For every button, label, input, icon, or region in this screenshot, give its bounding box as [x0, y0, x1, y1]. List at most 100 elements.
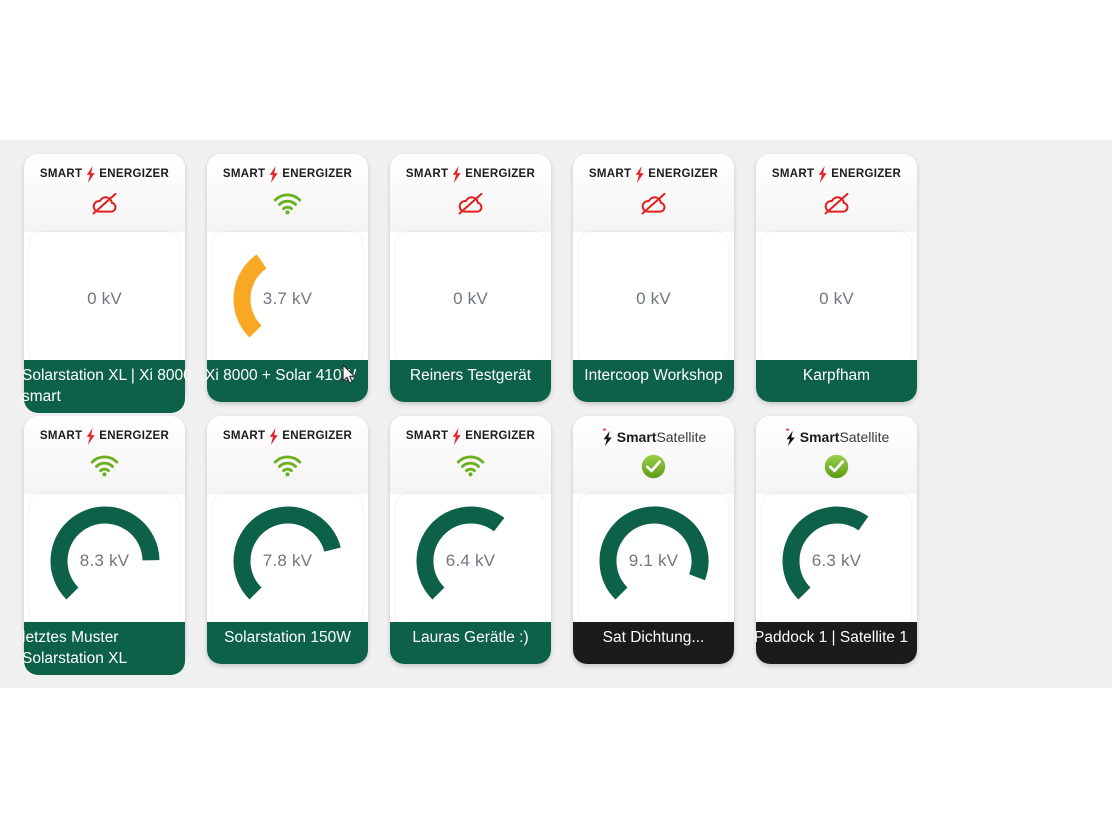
- card-title-bar[interactable]: Lauras Gerätle :): [390, 622, 551, 664]
- check-circle-icon: [641, 454, 666, 478]
- smart-energizer-logo: SMART ENERGIZER: [223, 428, 352, 445]
- card-title-bar[interactable]: Solarstation XL | Xi 8000 smart: [22, 360, 192, 413]
- gauge-arc: [599, 506, 708, 600]
- smart-satellite-logo: Smart Satellite: [784, 428, 889, 446]
- device-card-slot: SMART ENERGIZER 7.8 kV Solarstation 150W: [207, 410, 390, 672]
- device-card[interactable]: Smart Satellite 9.1 kV Sat Dichtung...: [573, 416, 734, 664]
- bolt-icon: [270, 166, 278, 183]
- device-name: Karpfham: [802, 367, 871, 384]
- voltage-value: 6.4 kV: [445, 550, 496, 570]
- card-header: Smart Satellite: [756, 416, 917, 494]
- card-title-bar[interactable]: Intercoop Workshop: [573, 360, 734, 402]
- card-header: SMART ENERGIZER: [24, 154, 185, 232]
- connection-status-icon: [638, 190, 669, 216]
- device-card-slot: SMART ENERGIZER 0 kV Intercoop Workshop: [573, 148, 756, 410]
- device-card-slot: SMART ENERGIZER 0 kV Solarstation XL | Xi 8…: [22, 148, 207, 413]
- device-card[interactable]: SMART ENERGIZER 0 kV Solarstation XL | Xi 8…: [22, 154, 192, 413]
- voltage-value: 0 kV: [87, 288, 122, 308]
- gauge-arc: [782, 506, 868, 600]
- card-title-bar[interactable]: Paddock 1 | Satellite 1: [754, 622, 917, 664]
- connection-status-icon: [821, 190, 852, 216]
- device-name: Xi 8000 + Solar 410W: [205, 367, 357, 384]
- device-card[interactable]: Smart Satellite 6.3 kV Paddock 1 | Satellit…: [754, 416, 917, 664]
- card-title-bar[interactable]: Reiners Testgerät: [390, 360, 551, 402]
- card-gauge-area: 0 kV: [762, 232, 911, 365]
- smart-satellite-logo: Smart Satellite: [601, 428, 706, 446]
- smart-energizer-logo: SMART ENERGIZER: [589, 166, 718, 183]
- voltage-value: 0 kV: [636, 288, 671, 308]
- smart-energizer-logo: SMART ENERGIZER: [223, 166, 352, 183]
- logo-word-smart: SMART: [39, 429, 83, 442]
- card-header: SMART ENERGIZER: [390, 416, 551, 494]
- logo-word-smart: SMART: [39, 167, 83, 180]
- logo-word-smart: SMART: [771, 167, 815, 180]
- bolt-icon: [602, 428, 612, 446]
- wifi-icon: [456, 454, 485, 476]
- voltage-value: 0 kV: [819, 288, 854, 308]
- voltage-value: 6.3 kV: [811, 550, 862, 570]
- card-gauge-area: 3.7 kV: [213, 232, 362, 365]
- voltage-value: 8.3 kV: [79, 550, 130, 570]
- card-header: SMART ENERGIZER: [207, 416, 368, 494]
- device-card[interactable]: SMART ENERGIZER 8.3 kV letztes Muster Solar…: [22, 416, 185, 675]
- bolt-icon: [819, 166, 827, 183]
- connection-status-icon: [272, 452, 303, 478]
- cloud-off-icon: [824, 192, 849, 214]
- device-card-slot: SMART ENERGIZER 6.4 kV Lauras Gerätle :): [390, 410, 573, 672]
- connection-status-icon: [455, 190, 486, 216]
- connection-status-icon: [89, 190, 120, 216]
- connection-status-icon: [89, 452, 120, 478]
- voltage-gauge: 6.4 kV: [411, 501, 531, 621]
- bolt-icon: [453, 428, 461, 445]
- card-header: SMART ENERGIZER: [207, 154, 368, 232]
- voltage-gauge: 0 kV: [411, 239, 531, 359]
- smart-energizer-logo: SMART ENERGIZER: [772, 166, 901, 183]
- wifi-icon: [273, 192, 302, 214]
- logo-word-energizer: ENERGIZER: [465, 167, 536, 180]
- device-name: Solarstation XL | Xi 8000 smart: [22, 367, 192, 405]
- smart-energizer-logo: SMART ENERGIZER: [40, 166, 169, 183]
- smart-energizer-logo: SMART ENERGIZER: [406, 166, 535, 183]
- device-name: letztes Muster Solarstation XL: [22, 629, 128, 667]
- device-card[interactable]: SMART ENERGIZER 0 kV Intercoop Workshop: [573, 154, 734, 402]
- connection-status-icon: [272, 190, 303, 216]
- device-card[interactable]: SMART ENERGIZER 0 kV Karpfham: [756, 154, 917, 402]
- card-header: SMART ENERGIZER: [390, 154, 551, 232]
- card-title-bar[interactable]: Solarstation 150W: [207, 622, 368, 664]
- card-gauge-area: 8.3 kV: [30, 494, 179, 627]
- card-gauge-area: 0 kV: [396, 232, 545, 365]
- logo-word-smart: Smart: [799, 429, 840, 445]
- card-title-bar[interactable]: Xi 8000 + Solar 410W: [205, 360, 368, 402]
- card-title-bar[interactable]: Karpfham: [756, 360, 917, 402]
- logo-word-energizer: ENERGIZER: [99, 167, 170, 180]
- logo-word-smart: SMART: [222, 429, 266, 442]
- device-card[interactable]: SMART ENERGIZER 7.8 kV Solarstation 150W: [207, 416, 368, 664]
- logo-word-smart: SMART: [222, 167, 266, 180]
- voltage-value: 3.7 kV: [262, 288, 313, 308]
- device-card-slot: Smart Satellite 6.3 kV Paddock 1 | Satellit…: [754, 410, 939, 672]
- logo-word-smart: Smart: [616, 429, 657, 445]
- card-header: SMART ENERGIZER: [24, 416, 185, 494]
- device-card[interactable]: SMART ENERGIZER 3.7 kV Xi 8000 + Solar 410W: [205, 154, 368, 402]
- voltage-gauge: 6.3 kV: [777, 501, 897, 621]
- smart-energizer-logo: SMART ENERGIZER: [40, 428, 169, 445]
- bolt-icon: [785, 428, 795, 446]
- gauge-arc: [416, 506, 504, 600]
- card-gauge-area: 6.3 kV: [762, 494, 911, 627]
- device-card[interactable]: SMART ENERGIZER 6.4 kV Lauras Gerätle :): [390, 416, 551, 664]
- gauge-arc: [50, 506, 159, 600]
- card-header: SMART ENERGIZER: [756, 154, 917, 232]
- voltage-gauge: 9.1 kV: [594, 501, 714, 621]
- card-title-bar[interactable]: letztes Muster Solarstation XL: [22, 622, 185, 675]
- device-card[interactable]: SMART ENERGIZER 0 kV Reiners Testgerät: [390, 154, 551, 402]
- voltage-gauge: 7.8 kV: [228, 501, 348, 621]
- logo-word-energizer: ENERGIZER: [282, 167, 353, 180]
- card-gauge-area: 7.8 kV: [213, 494, 362, 627]
- voltage-gauge: 3.7 kV: [228, 239, 348, 359]
- device-card-slot: SMART ENERGIZER 8.3 kV letztes Muster Solar…: [22, 410, 207, 675]
- device-card-slot: SMART ENERGIZER 0 kV Reiners Testgerät: [390, 148, 573, 410]
- gauge-arc: [233, 253, 267, 338]
- card-title-bar[interactable]: Sat Dichtung...: [573, 622, 734, 664]
- connection-status-icon: [824, 453, 849, 479]
